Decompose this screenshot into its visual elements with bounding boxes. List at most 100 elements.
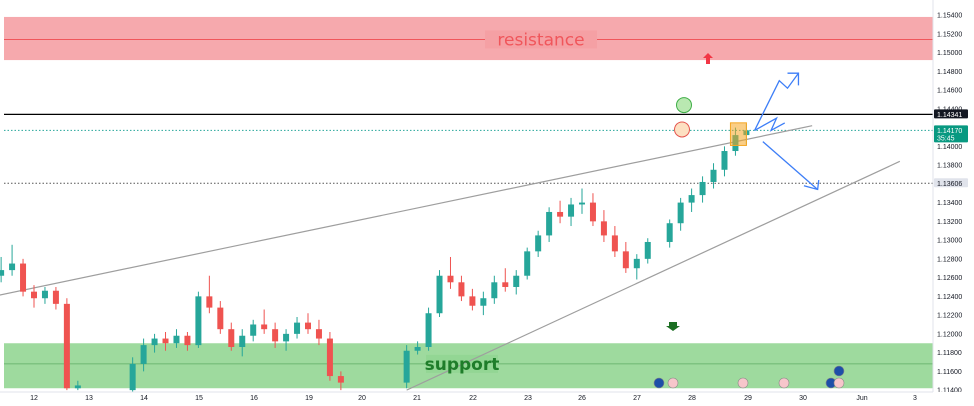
candle [272, 322, 279, 348]
candle-body [250, 324, 257, 336]
price-tick-label: 1.11400 [937, 388, 962, 395]
event-flag-icon[interactable] [653, 377, 665, 389]
candle [195, 291, 202, 348]
candle-body [611, 235, 618, 252]
resistance-label-bg [485, 30, 597, 49]
candle-body [688, 195, 695, 203]
price-tick-label: 1.12400 [937, 294, 962, 301]
event-flag-icon[interactable] [778, 377, 790, 389]
candle-body [579, 202, 585, 205]
candle-body [699, 181, 706, 196]
candle-body [162, 338, 169, 344]
candle-body [20, 263, 27, 292]
date-tick-label: 20 [358, 395, 366, 402]
candle [535, 230, 542, 257]
current-price-highlight [729, 122, 747, 146]
date-tick-label: 21 [413, 395, 421, 402]
candle [261, 309, 268, 334]
candle [228, 322, 235, 351]
candle-body [622, 251, 629, 269]
channel-lower-line[interactable] [406, 160, 901, 391]
candle-body [41, 290, 48, 299]
time-axis-bg [0, 392, 974, 406]
candle [611, 226, 618, 257]
channel-upper-line[interactable] [0, 125, 813, 304]
candle [677, 197, 684, 231]
candle [502, 268, 509, 292]
candle-body [9, 263, 16, 271]
candle [458, 275, 465, 302]
candle-body [239, 335, 246, 347]
price-tick-label: 1.12600 [937, 275, 962, 282]
candle [513, 270, 520, 295]
green-target-icon[interactable] [676, 97, 692, 114]
price-tick-label: 1.11800 [937, 350, 962, 357]
event-flag-icon[interactable] [737, 377, 749, 389]
price-tag[interactable] [934, 109, 968, 119]
candle [546, 207, 553, 242]
down-arrow-icon[interactable] [666, 322, 680, 331]
candle [688, 188, 695, 212]
candle [491, 275, 498, 304]
up-arrow-icon[interactable] [703, 53, 713, 64]
retest-projection-arrow[interactable] [754, 116, 786, 132]
price-tick-label: 1.13200 [937, 219, 962, 226]
candle-body [403, 350, 410, 383]
candle-body [644, 241, 651, 259]
candle [140, 338, 147, 372]
candle [447, 256, 454, 289]
date-tick-label: 26 [578, 395, 586, 402]
price-tick-label: 1.15400 [937, 13, 962, 20]
price-tick-label: 1.15000 [937, 50, 962, 57]
candles-layer [0, 122, 750, 392]
event-flag-icon[interactable] [833, 365, 845, 377]
resistance-label: resistance [497, 30, 584, 50]
candle [524, 247, 531, 280]
markers-layer[interactable] [653, 53, 845, 389]
date-tick-label: 15 [195, 395, 203, 402]
zones-layer [4, 16, 933, 389]
price-tick-label: 1.12000 [937, 331, 962, 338]
price-tick-label: 1.13400 [937, 200, 962, 207]
projection-arrows[interactable] [754, 72, 820, 191]
candle [239, 329, 246, 357]
candle-body [272, 329, 279, 342]
red-target-icon[interactable] [674, 121, 690, 138]
candle-body [31, 291, 37, 299]
time-axis[interactable]: 12 13 14 15 16 19 20 21 22 23 26 27 28 29 30 Jun 3 [0, 391, 974, 406]
date-tick-label: 30 [799, 395, 807, 402]
price-axis[interactable]: 1.154001.152001.150001.148001.146001.144… [932, 0, 974, 406]
candle-body [261, 324, 268, 330]
candle-body [217, 307, 224, 330]
price-tick-label: 1.12800 [937, 256, 962, 263]
price-tick-label: 1.11600 [937, 369, 962, 376]
candle-body [151, 338, 158, 346]
candle-body [458, 282, 465, 297]
candle [699, 176, 706, 203]
bullish-projection-arrow[interactable] [754, 72, 799, 131]
price-tag[interactable] [934, 125, 968, 143]
support-label: support [425, 355, 500, 375]
candle [129, 357, 136, 392]
candle [568, 197, 575, 227]
price-axis-bg [933, 0, 974, 406]
candle [425, 307, 432, 351]
candle [480, 291, 487, 316]
bearish-projection-arrow[interactable] [762, 141, 819, 190]
candle-body [294, 322, 301, 334]
event-flag-icon[interactable] [833, 377, 845, 389]
price-channel[interactable] [0, 125, 901, 391]
candle-body [600, 221, 607, 236]
candle-body [721, 151, 728, 170]
price-tick-label: 1.15200 [937, 31, 962, 38]
candle-body [535, 235, 542, 252]
candle [469, 288, 476, 311]
event-flag-icon[interactable] [667, 377, 679, 389]
candle [600, 210, 607, 242]
date-tick-label: 28 [688, 395, 696, 402]
price-tag[interactable] [934, 178, 968, 188]
candle-body [74, 385, 81, 389]
candle [305, 313, 311, 334]
candle [283, 329, 290, 351]
